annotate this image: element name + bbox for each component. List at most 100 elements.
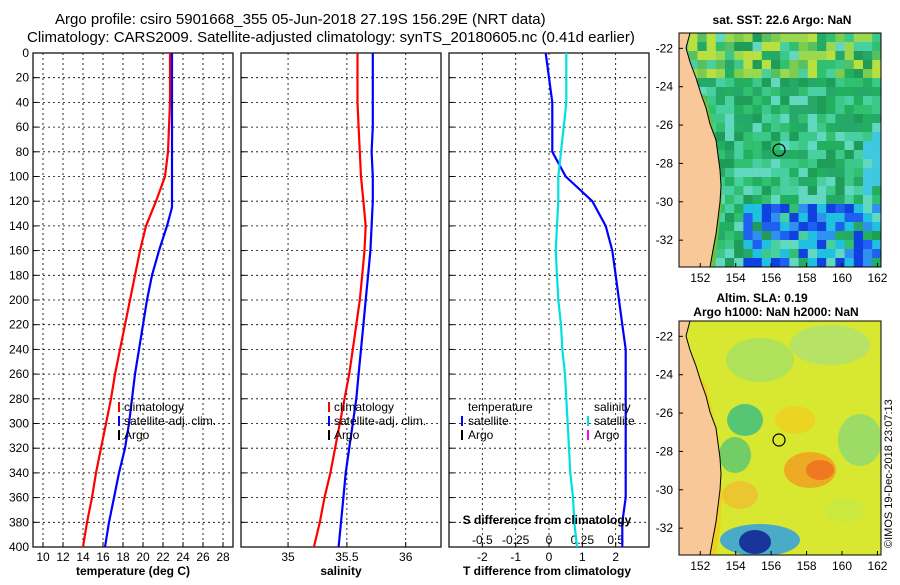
- map-lat-label: -32: [656, 233, 674, 247]
- australia-coast-sst: [679, 33, 722, 267]
- sst-cell: [807, 51, 818, 61]
- sst-cell: [715, 213, 726, 223]
- x-tick-label: 36: [399, 550, 413, 564]
- sst-cell: [863, 222, 873, 232]
- sst-cell: [798, 69, 808, 79]
- x-tick-label: 35: [281, 550, 295, 564]
- sst-cell: [826, 231, 836, 241]
- sst-cell: [826, 69, 836, 79]
- sst-cell: [752, 177, 762, 187]
- sst-cell: [835, 231, 845, 241]
- sst-cell: [725, 69, 735, 79]
- sst-cell: [715, 141, 726, 151]
- sst-cell: [789, 123, 799, 133]
- sst-map-title: sat. SST: 22.6 Argo: NaN: [713, 13, 852, 27]
- sst-cell: [798, 213, 808, 223]
- sst-cell: [826, 141, 836, 151]
- sst-cell: [715, 42, 726, 52]
- sst-cell: [715, 231, 726, 241]
- x-tick-label: 28: [216, 550, 230, 564]
- series-line-climatology: [81, 53, 172, 547]
- sst-cell: [789, 177, 799, 187]
- sst-cell: [743, 78, 753, 88]
- sla-anomaly-blob: [806, 460, 834, 480]
- sst-cell: [688, 51, 698, 61]
- sst-cell: [697, 87, 707, 97]
- sst-cell: [872, 231, 881, 241]
- sst-cell: [835, 87, 845, 97]
- depth-tick-label: 360: [9, 491, 29, 505]
- sst-cell: [734, 105, 744, 115]
- s-difference-tick-label: 0.5: [607, 533, 624, 547]
- sst-cell: [853, 186, 864, 196]
- sst-cell: [844, 213, 854, 223]
- series-line-satellite-adj-clim-: [103, 53, 174, 547]
- sst-cell: [706, 33, 716, 43]
- sst-cell: [780, 222, 790, 232]
- x-tick-label: -2: [477, 550, 488, 564]
- map-lat-label: -22: [656, 41, 674, 55]
- sst-cell: [725, 213, 735, 223]
- map-lat-label: -28: [656, 156, 674, 170]
- sst-cell: [826, 132, 836, 142]
- sst-cell: [826, 240, 836, 250]
- sst-cell: [697, 33, 707, 43]
- sst-cell: [725, 177, 735, 187]
- sst-cell: [780, 231, 790, 241]
- sst-cell: [725, 60, 735, 70]
- sst-cell: [817, 105, 827, 115]
- sst-cell: [807, 177, 818, 187]
- sst-cell: [844, 159, 854, 169]
- sst-cell: [752, 222, 762, 232]
- imos-watermark: ©IMOS 19-Dec-2018 23:07:13: [883, 399, 895, 548]
- x-tick-label: -1: [510, 550, 521, 564]
- sst-cell: [761, 60, 772, 70]
- sst-cell: [780, 114, 790, 124]
- sst-cell: [771, 78, 781, 88]
- sst-cell: [817, 186, 827, 196]
- sst-cell: [734, 168, 744, 178]
- sst-cell: [872, 42, 881, 52]
- sst-cell: [789, 42, 799, 52]
- sst-cell: [853, 123, 864, 133]
- sst-cell: [872, 168, 881, 178]
- sst-cell: [743, 186, 753, 196]
- sst-cell: [826, 222, 836, 232]
- s-difference-tick-label: -0.5: [472, 533, 493, 547]
- sst-cell: [835, 177, 845, 187]
- map-lat-label: -26: [656, 118, 674, 132]
- sst-cell: [835, 33, 845, 43]
- sst-cell: [807, 186, 818, 196]
- sst-cell: [826, 249, 836, 259]
- sst-cell: [752, 132, 762, 142]
- sla-map-title-line1: Altim. SLA: 0.19: [716, 291, 808, 305]
- sst-cell: [817, 240, 827, 250]
- argo-position-marker-sla: [772, 433, 786, 447]
- sst-cell: [743, 258, 753, 267]
- depth-tick-label: 320: [9, 441, 29, 455]
- sst-cell: [807, 168, 818, 178]
- sst-cell: [844, 60, 854, 70]
- sst-cell: [743, 249, 753, 259]
- sst-cell: [835, 132, 845, 142]
- sst-cell: [761, 204, 772, 214]
- depth-tick-label: 380: [9, 515, 29, 529]
- sst-cell: [863, 204, 873, 214]
- sst-cell: [835, 96, 845, 106]
- sst-cell: [835, 159, 845, 169]
- sst-cell: [863, 249, 873, 259]
- map-lat-label: -32: [656, 521, 674, 535]
- sst-cell: [835, 240, 845, 250]
- series-line-satellite-adj-clim-: [337, 53, 374, 547]
- map-lat-label: -30: [656, 195, 674, 209]
- sst-cell: [798, 249, 808, 259]
- sst-cell: [835, 42, 845, 52]
- sst-cell: [807, 213, 818, 223]
- sst-cell: [835, 105, 845, 115]
- sst-cell: [725, 249, 735, 259]
- map-lon-label: 160: [832, 559, 852, 573]
- sst-cell: [752, 69, 762, 79]
- sst-cell: [853, 96, 864, 106]
- sla-anomaly-blob: [727, 404, 763, 436]
- sst-cell: [715, 123, 726, 133]
